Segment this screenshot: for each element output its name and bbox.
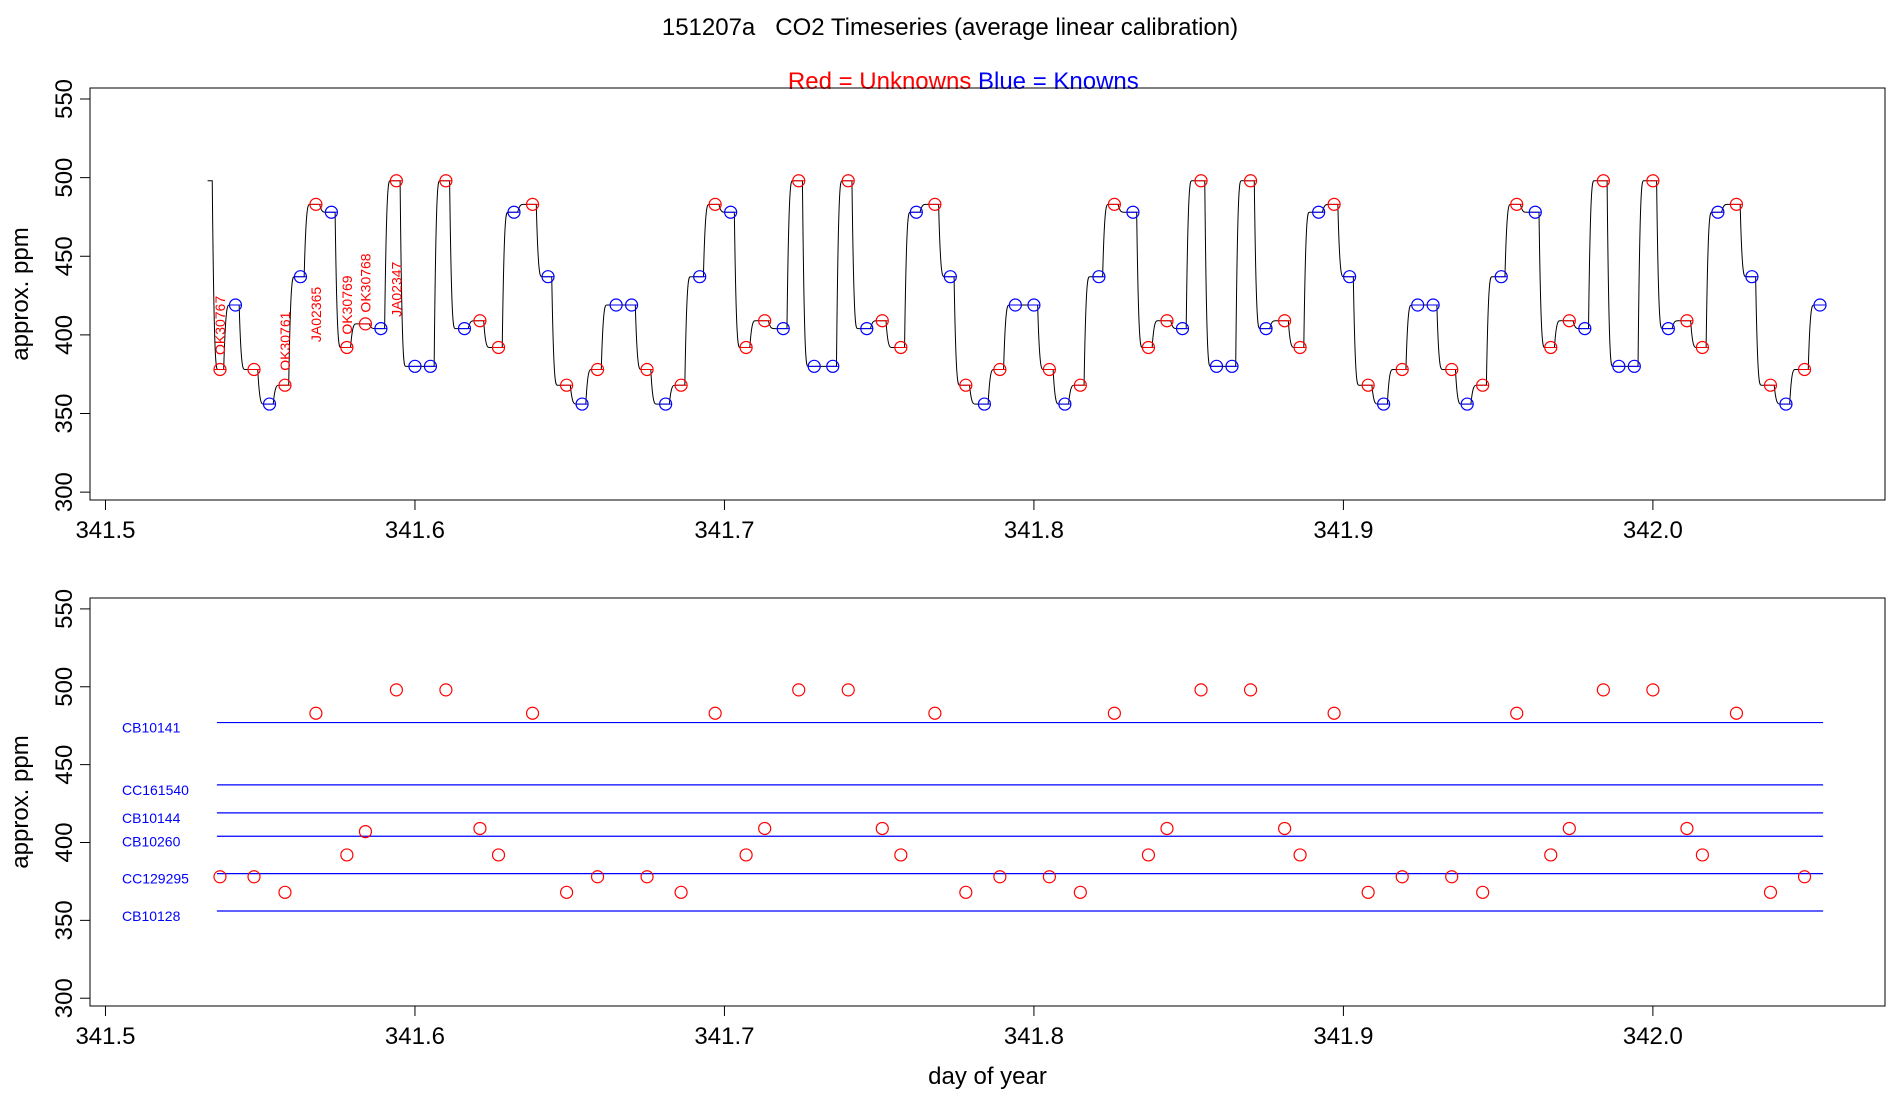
x-tick-label: 341.5: [75, 517, 135, 544]
unknown-point: [875, 821, 889, 836]
unknown-point: [1797, 870, 1812, 884]
unknown-point: [213, 870, 227, 884]
figure-title: 151207a CO2 Timeseries (average linear c…: [661, 14, 1239, 41]
y-tick-label: 500: [51, 667, 78, 707]
unknown-point: [278, 885, 292, 899]
co2-trace-line: [207, 180, 1824, 405]
unknown-point: [389, 683, 403, 697]
unknown-point: [1107, 706, 1121, 720]
x-tick-label: 341.8: [1004, 517, 1064, 544]
unknown-point: [473, 821, 487, 836]
x-tick-label: 341.6: [385, 517, 445, 544]
unknown-point: [1042, 870, 1056, 884]
unknown-point: [1278, 821, 1292, 836]
unknown-point: [1680, 821, 1694, 836]
x-tick-label: 341.6: [385, 1023, 445, 1050]
y-tick-label: 400: [51, 822, 78, 862]
unknown-point: [1327, 706, 1341, 720]
unknown-point: [1445, 870, 1459, 884]
unknown-point: [1293, 848, 1307, 862]
unknown-point: [1695, 848, 1710, 862]
top-panel: 341.5 341.6 341.7 341.8 341.9 342.0 300 350 400 4…: [7, 79, 1886, 544]
plot-frame: [89, 597, 1886, 1007]
y-axis-label: approx. ppm: [7, 735, 34, 868]
unknown-point: [1510, 706, 1524, 720]
unknown-point: [841, 683, 855, 697]
y-tick-label: 450: [51, 745, 78, 785]
x-tick-label: 341.7: [694, 517, 754, 544]
x-tick-label: 341.9: [1313, 1023, 1373, 1050]
standard-label: CB10141: [122, 720, 181, 736]
figure-title-block: 151207a CO2 Timeseries (average linear c…: [0, 0, 1900, 95]
y-tick-label: 500: [51, 158, 78, 198]
figure-subtitle: Red = Unknowns Blue = Knowns: [0, 40, 1900, 124]
unknown-point: [959, 885, 973, 899]
y-tick-label: 550: [51, 79, 78, 119]
unknown-point: [1141, 848, 1156, 862]
unknown-point: [792, 683, 806, 697]
legend-unknowns-text: Red = Unknowns: [787, 68, 972, 95]
x-tick-label: 342.0: [1623, 1023, 1683, 1050]
unknown-point: [1729, 706, 1744, 720]
unknown-point: [439, 683, 453, 697]
unknown-point: [1596, 683, 1610, 697]
unknown-point: [1476, 885, 1490, 899]
y-tick-label: 300: [51, 472, 78, 512]
unknown-point: [1361, 885, 1375, 899]
unknown-point: [674, 885, 688, 899]
x-tick-label: 341.8: [1004, 1023, 1064, 1050]
sample-id-annotation: OK30768: [357, 253, 373, 312]
standard-label: CC161540: [122, 782, 189, 798]
standard-label: CB10260: [122, 833, 181, 849]
y-tick-label: 300: [51, 978, 78, 1018]
x-tick-label: 342.0: [1623, 517, 1683, 544]
unknown-point: [491, 848, 506, 862]
x-axis-label: day of year: [928, 1063, 1047, 1090]
sample-id-annotation: OK30761: [277, 311, 293, 370]
standard-label: CB10128: [122, 908, 181, 924]
y-tick-label: 400: [51, 315, 78, 355]
unknown-point: [640, 870, 654, 884]
unknown-point: [1160, 821, 1174, 836]
unknown-point: [928, 706, 942, 720]
y-tick-label: 350: [51, 393, 78, 433]
standard-label: CC129295: [122, 871, 189, 887]
y-axis-label: approx. ppm: [7, 227, 34, 360]
unknown-point: [590, 870, 605, 884]
y-tick-label: 550: [51, 589, 78, 629]
unknown-point: [894, 848, 908, 862]
unknown-point: [1562, 821, 1576, 836]
unknown-point: [1073, 885, 1087, 899]
unknown-point: [358, 824, 373, 839]
unknown-point: [1194, 683, 1208, 697]
unknown-point: [1763, 885, 1778, 899]
unknown-point: [1395, 870, 1409, 884]
sample-id-annotation: JA02365: [308, 287, 324, 342]
unknown-point: [993, 870, 1007, 884]
x-tick-label: 341.9: [1313, 517, 1373, 544]
sample-id-annotation: JA02347: [388, 261, 404, 316]
unknown-point: [560, 885, 574, 899]
x-tick-label: 341.5: [75, 1023, 135, 1050]
bottom-panel: 341.5 341.6 341.7 341.8 341.9 342.0 300 350 400 4…: [7, 589, 1886, 1090]
standard-label: CB10144: [122, 810, 181, 826]
unknown-point: [739, 848, 753, 862]
y-tick-label: 350: [51, 900, 78, 940]
unknown-point: [1646, 683, 1660, 697]
unknown-point: [708, 706, 722, 720]
unknown-point: [309, 706, 323, 720]
unknown-point: [247, 870, 261, 884]
unknown-point: [1243, 683, 1258, 697]
unknown-point: [1544, 848, 1558, 862]
sample-id-annotation: OK30769: [339, 275, 355, 334]
y-tick-label: 450: [51, 236, 78, 276]
unknown-point: [758, 821, 772, 836]
x-tick-label: 341.7: [694, 1023, 754, 1050]
sample-id-annotation: OK30767: [212, 296, 228, 355]
unknown-point: [525, 706, 540, 720]
unknown-point: [340, 848, 354, 862]
